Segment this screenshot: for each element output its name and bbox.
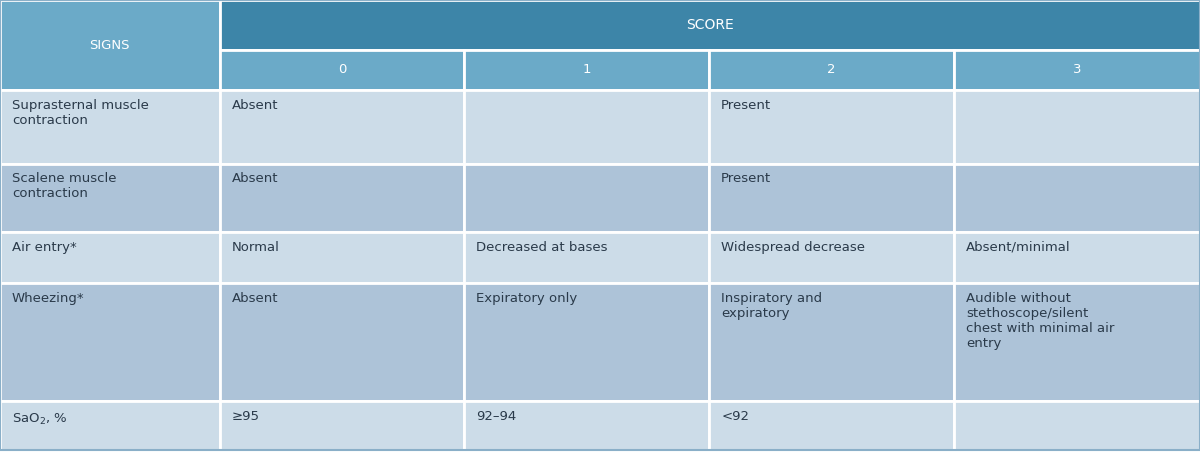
- FancyBboxPatch shape: [220, 283, 464, 401]
- FancyBboxPatch shape: [464, 164, 709, 232]
- FancyBboxPatch shape: [709, 283, 954, 401]
- Text: Normal: Normal: [232, 241, 280, 254]
- FancyBboxPatch shape: [0, 401, 220, 450]
- FancyBboxPatch shape: [0, 0, 220, 90]
- Text: 1: 1: [582, 64, 592, 76]
- FancyBboxPatch shape: [709, 50, 954, 90]
- Text: Absent: Absent: [232, 99, 278, 111]
- FancyBboxPatch shape: [220, 90, 464, 164]
- Text: Expiratory only: Expiratory only: [476, 292, 577, 305]
- Text: Absent/minimal: Absent/minimal: [966, 241, 1070, 254]
- FancyBboxPatch shape: [954, 164, 1200, 232]
- Text: ≥95: ≥95: [232, 410, 259, 422]
- FancyBboxPatch shape: [464, 283, 709, 401]
- Text: Absent: Absent: [232, 292, 278, 305]
- Text: Decreased at bases: Decreased at bases: [476, 241, 608, 254]
- FancyBboxPatch shape: [709, 232, 954, 283]
- FancyBboxPatch shape: [464, 232, 709, 283]
- Text: Scalene muscle
contraction: Scalene muscle contraction: [12, 172, 116, 200]
- Text: <92: <92: [721, 410, 749, 422]
- Text: SaO$_2$, %: SaO$_2$, %: [12, 411, 67, 427]
- FancyBboxPatch shape: [220, 401, 464, 450]
- FancyBboxPatch shape: [0, 232, 220, 283]
- Text: Present: Present: [721, 99, 772, 111]
- Text: 92–94: 92–94: [476, 410, 517, 422]
- FancyBboxPatch shape: [220, 0, 1200, 50]
- FancyBboxPatch shape: [220, 232, 464, 283]
- FancyBboxPatch shape: [220, 50, 464, 90]
- FancyBboxPatch shape: [954, 401, 1200, 450]
- FancyBboxPatch shape: [954, 232, 1200, 283]
- FancyBboxPatch shape: [709, 401, 954, 450]
- FancyBboxPatch shape: [709, 164, 954, 232]
- Text: Inspiratory and
expiratory: Inspiratory and expiratory: [721, 292, 822, 320]
- Text: SCORE: SCORE: [686, 18, 733, 32]
- Text: 0: 0: [338, 64, 346, 76]
- FancyBboxPatch shape: [220, 164, 464, 232]
- Text: SIGNS: SIGNS: [90, 38, 130, 52]
- Text: Present: Present: [721, 172, 772, 185]
- Text: Suprasternal muscle
contraction: Suprasternal muscle contraction: [12, 99, 149, 127]
- Text: 2: 2: [827, 64, 836, 76]
- FancyBboxPatch shape: [464, 401, 709, 450]
- Text: Wheezing*: Wheezing*: [12, 292, 85, 305]
- FancyBboxPatch shape: [709, 90, 954, 164]
- FancyBboxPatch shape: [464, 50, 709, 90]
- Text: Absent: Absent: [232, 172, 278, 185]
- FancyBboxPatch shape: [954, 50, 1200, 90]
- FancyBboxPatch shape: [0, 90, 220, 164]
- Text: Widespread decrease: Widespread decrease: [721, 241, 865, 254]
- Text: Audible without
stethoscope/silent
chest with minimal air
entry: Audible without stethoscope/silent chest…: [966, 292, 1115, 350]
- FancyBboxPatch shape: [0, 164, 220, 232]
- FancyBboxPatch shape: [464, 90, 709, 164]
- FancyBboxPatch shape: [0, 283, 220, 401]
- Text: 3: 3: [1073, 64, 1081, 76]
- FancyBboxPatch shape: [954, 283, 1200, 401]
- FancyBboxPatch shape: [954, 90, 1200, 164]
- Text: Air entry*: Air entry*: [12, 241, 77, 254]
